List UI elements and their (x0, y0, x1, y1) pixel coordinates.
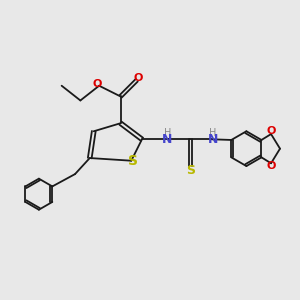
Text: N: N (162, 133, 172, 146)
Text: H: H (164, 128, 171, 138)
Text: O: O (266, 161, 276, 172)
Text: O: O (266, 126, 276, 136)
Text: H: H (209, 128, 217, 138)
Text: O: O (133, 73, 142, 83)
Text: S: S (128, 154, 138, 168)
Text: S: S (186, 164, 195, 177)
Text: N: N (208, 133, 218, 146)
Text: O: O (92, 80, 102, 89)
